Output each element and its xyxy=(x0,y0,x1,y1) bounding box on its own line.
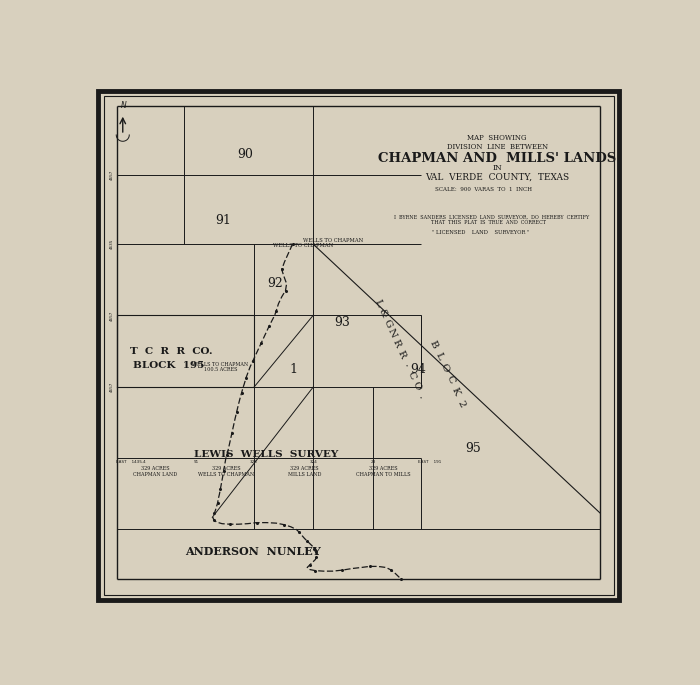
Text: SCALE:  900  VARAS  TO  1  INCH: SCALE: 900 VARAS TO 1 INCH xyxy=(435,187,532,192)
Text: I  BYRNE  SANDERS  LICENSED  LAND  SURVEYOR,  DO  HEREBY  CERTIFY: I BYRNE SANDERS LICENSED LAND SURVEYOR, … xyxy=(394,214,589,219)
Text: 95: 95 xyxy=(465,443,480,456)
Text: 329 ACRES
MILLS LAND: 329 ACRES MILLS LAND xyxy=(288,466,321,477)
Text: VAL  VERDE  COUNTY,  TEXAS: VAL VERDE COUNTY, TEXAS xyxy=(425,173,569,182)
Text: WELLS TO CHAPMAN
100.5 ACRES: WELLS TO CHAPMAN 100.5 ACRES xyxy=(193,362,248,373)
Text: 92: 92 xyxy=(267,277,283,290)
Text: .: . xyxy=(416,393,426,400)
Text: CHAPMAN AND  MILLS' LANDS: CHAPMAN AND MILLS' LANDS xyxy=(378,151,616,164)
Text: T  C  R  R  CO.: T C R R CO. xyxy=(130,347,213,356)
Text: 329 ACRES
CHAPMAN TO MILLS: 329 ACRES CHAPMAN TO MILLS xyxy=(356,466,410,477)
Text: WELLS TO CHAPMAN: WELLS TO CHAPMAN xyxy=(303,238,363,243)
Text: .: . xyxy=(402,362,412,369)
Text: L: L xyxy=(433,351,444,362)
Text: R: R xyxy=(391,338,402,349)
Text: ANDERSON  NUNLEY: ANDERSON NUNLEY xyxy=(185,546,321,557)
Text: N: N xyxy=(386,327,398,339)
Text: 4657: 4657 xyxy=(109,169,113,179)
Text: 2: 2 xyxy=(455,399,466,409)
Text: 4657: 4657 xyxy=(109,382,113,393)
Text: 329 ACRES
WELLS TO CHAPMAN: 329 ACRES WELLS TO CHAPMAN xyxy=(197,466,254,477)
Text: O: O xyxy=(410,380,422,392)
Text: 23: 23 xyxy=(371,460,376,464)
Text: " LICENSED    LAND    SURVEYOR ": " LICENSED LAND SURVEYOR " xyxy=(432,230,529,235)
Text: 4635: 4635 xyxy=(109,239,113,249)
Text: O: O xyxy=(439,362,450,374)
Text: 90: 90 xyxy=(237,149,253,162)
Text: 329 ACRES
CHAPMAN LAND: 329 ACRES CHAPMAN LAND xyxy=(133,466,177,477)
Text: EAST    1435.4: EAST 1435.4 xyxy=(116,460,146,464)
Text: N: N xyxy=(121,101,127,110)
Text: BLOCK  195: BLOCK 195 xyxy=(133,362,204,371)
Text: 93: 93 xyxy=(335,316,351,329)
Text: B: B xyxy=(428,340,440,350)
Text: 324: 324 xyxy=(309,460,317,464)
Text: IN: IN xyxy=(492,164,502,172)
Text: 323: 323 xyxy=(250,460,258,464)
Text: 94: 94 xyxy=(410,363,426,376)
Text: WELLS TO CHAPMAN: WELLS TO CHAPMAN xyxy=(273,243,333,248)
Text: MAP  SHOWING: MAP SHOWING xyxy=(468,134,527,142)
Text: DIVISION  LINE  BETWEEN: DIVISION LINE BETWEEN xyxy=(447,142,547,151)
Text: R: R xyxy=(396,349,407,360)
Text: C: C xyxy=(405,370,417,381)
Text: 4657: 4657 xyxy=(109,310,113,321)
Text: EAST    191: EAST 191 xyxy=(418,460,441,464)
Text: L: L xyxy=(372,298,384,308)
Text: &: & xyxy=(377,307,389,319)
Text: K: K xyxy=(449,386,461,397)
Text: G: G xyxy=(381,318,393,329)
Text: 91: 91 xyxy=(193,460,199,464)
Text: C: C xyxy=(444,374,456,385)
Text: THAT  THIS  PLAT  IS  TRUE  AND  CORRECT: THAT THIS PLAT IS TRUE AND CORRECT xyxy=(431,220,547,225)
Text: 1: 1 xyxy=(290,363,298,376)
Text: LEWIS  WELLS  SURVEY: LEWIS WELLS SURVEY xyxy=(195,449,339,458)
Text: 91: 91 xyxy=(215,214,231,227)
